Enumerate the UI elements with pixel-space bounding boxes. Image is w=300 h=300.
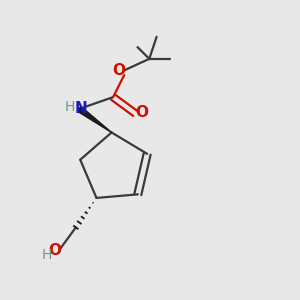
Text: O: O	[112, 63, 125, 78]
Text: H: H	[41, 248, 52, 262]
Text: O: O	[48, 244, 61, 259]
Text: H: H	[64, 100, 75, 114]
Text: O: O	[135, 105, 148, 120]
Text: N: N	[74, 100, 87, 116]
Polygon shape	[77, 106, 112, 133]
